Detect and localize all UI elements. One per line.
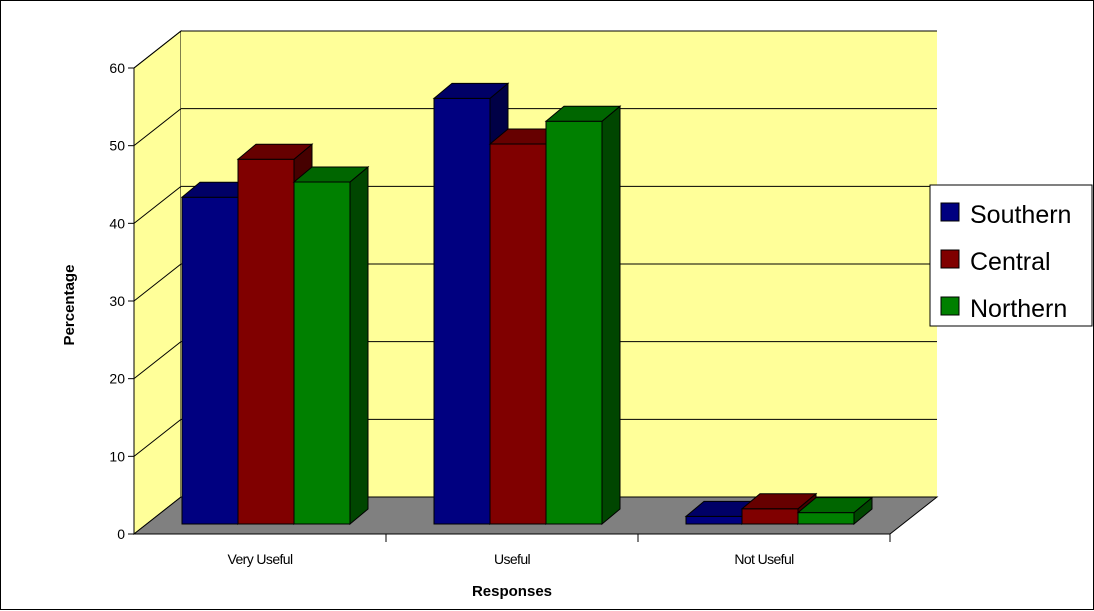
bars bbox=[180, 82, 874, 526]
gridline bbox=[133, 418, 937, 457]
gridline bbox=[133, 341, 937, 380]
bar-northern-2 bbox=[796, 496, 874, 526]
x-axis-title: Responses bbox=[472, 583, 552, 600]
gridline bbox=[133, 185, 937, 224]
bar-front bbox=[545, 120, 603, 525]
y-tick-label: 0 bbox=[117, 526, 125, 542]
bar-side bbox=[601, 105, 621, 526]
gridline bbox=[133, 108, 937, 147]
y-axis-title: Percentage bbox=[61, 265, 78, 346]
legend-label-northern: Northern bbox=[970, 295, 1067, 323]
bar-front bbox=[741, 508, 799, 525]
x-tick-label: Very Useful bbox=[228, 551, 293, 567]
legend-swatch-southern bbox=[940, 202, 960, 222]
gridline bbox=[133, 263, 937, 302]
y-tick-label: 30 bbox=[109, 293, 125, 309]
bar-top bbox=[236, 143, 314, 160]
bar-front bbox=[685, 515, 743, 525]
bar-front bbox=[489, 143, 547, 525]
bar-front bbox=[293, 181, 351, 525]
bar-top bbox=[796, 497, 874, 514]
gridline bbox=[133, 30, 937, 69]
bar-front bbox=[433, 97, 491, 525]
y-tick-label: 40 bbox=[109, 215, 125, 231]
legend-label-southern: Southern bbox=[970, 201, 1071, 229]
bar-top bbox=[432, 82, 510, 99]
y-tick-label: 20 bbox=[109, 371, 125, 387]
bar-front bbox=[237, 158, 295, 525]
bar-side bbox=[349, 165, 369, 526]
bar-northern-1 bbox=[544, 105, 622, 526]
bar-northern-0 bbox=[292, 165, 370, 526]
axes: 0 10 20 30 40 50 60 Very Useful Useful Not Useful bbox=[109, 60, 891, 567]
y-tick-label: 50 bbox=[109, 138, 125, 154]
y-tick-label: 60 bbox=[109, 60, 125, 76]
bar-front bbox=[797, 512, 855, 525]
bar-front bbox=[181, 196, 239, 525]
x-tick-label: Not Useful bbox=[734, 551, 794, 567]
legend-swatch-northern bbox=[940, 296, 960, 316]
y-tick-label: 10 bbox=[109, 448, 125, 464]
x-tick-label: Useful bbox=[494, 551, 531, 567]
legend-swatch-central bbox=[940, 249, 960, 269]
bar-top bbox=[544, 105, 622, 122]
bar-top bbox=[740, 493, 818, 510]
bar-top bbox=[292, 166, 370, 183]
legend-label-central: Central bbox=[970, 248, 1051, 276]
legend: Southern Central Northern bbox=[929, 184, 1093, 327]
gridlines bbox=[133, 30, 937, 457]
